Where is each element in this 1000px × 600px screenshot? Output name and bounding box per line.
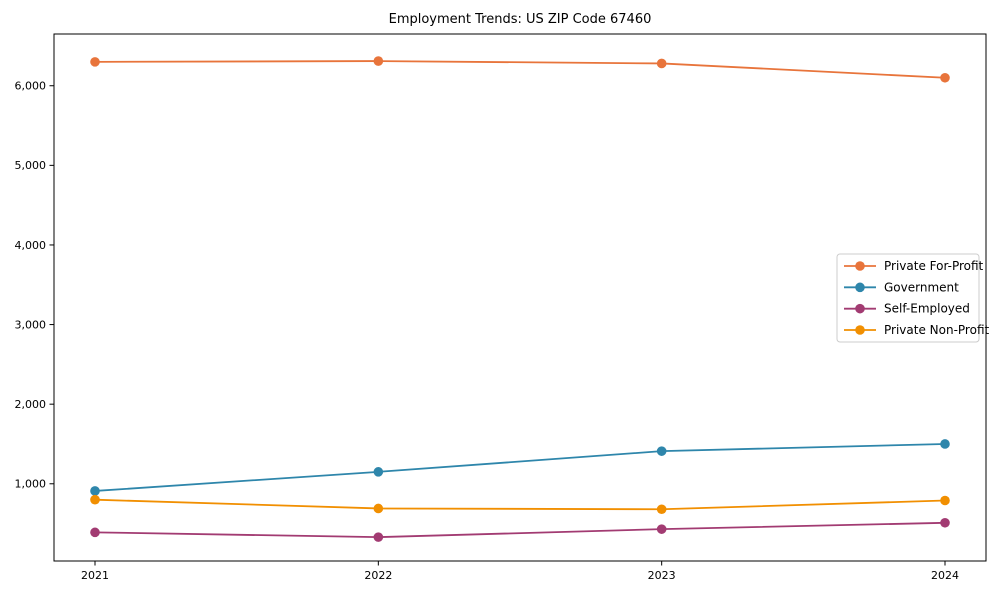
legend-item-private-for-profit: Private For-Profit — [844, 259, 984, 273]
series-marker-private-non-profit — [656, 504, 667, 515]
legend-item-private-non-profit: Private Non-Profit — [844, 323, 990, 337]
series-marker-self-employed — [90, 527, 100, 538]
series-marker-self-employed — [656, 524, 667, 534]
legend-item-government: Government — [844, 280, 959, 294]
series-private-non-profit — [90, 494, 950, 515]
legend-label-private-non-profit: Private Non-Profit — [884, 323, 990, 337]
chart-title: Employment Trends: US ZIP Code 67460 — [389, 12, 652, 27]
legend-marker-self-employed — [855, 303, 865, 314]
y-tick-label: 5,000 — [15, 159, 47, 172]
x-tick-label: 2022 — [364, 569, 392, 582]
series-line-government — [94, 443, 946, 492]
series-marker-private-for-profit — [90, 57, 100, 67]
series-marker-self-employed — [373, 532, 384, 542]
legend: Private For-Profit Government Self-Employe… — [836, 253, 990, 343]
y-axis: 1,000 2,000 3,000 4,000 5,000 6,000 — [15, 80, 54, 491]
y-tick-label: 1,000 — [15, 478, 47, 491]
series-marker-government — [373, 467, 384, 477]
series-marker-government — [656, 446, 667, 456]
x-tick-label: 2024 — [931, 569, 959, 582]
legend-frame — [836, 253, 980, 343]
series-marker-private-for-profit — [656, 58, 667, 69]
series-marker-private-for-profit — [373, 56, 384, 66]
legend-marker-private-for-profit — [855, 261, 865, 271]
y-tick-label: 3,000 — [15, 318, 47, 331]
y-tick-label: 4,000 — [15, 239, 47, 252]
series-marker-private-non-profit — [90, 494, 100, 505]
series-marker-private-non-profit — [373, 503, 384, 514]
legend-marker-government — [855, 282, 865, 293]
series-marker-government — [90, 486, 100, 496]
series-marker-self-employed — [940, 517, 950, 528]
series-marker-private-for-profit — [940, 72, 950, 83]
y-tick-label: 6,000 — [15, 80, 47, 93]
legend-label-self-employed: Self-Employed — [884, 302, 970, 316]
series-marker-private-non-profit — [940, 495, 950, 506]
x-axis: 2021 2022 2023 2024 — [81, 561, 959, 582]
plot-frame — [53, 33, 987, 562]
legend-label-private-for-profit: Private For-Profit — [884, 259, 984, 273]
x-tick-label: 2021 — [81, 569, 109, 582]
series-marker-government — [940, 439, 950, 449]
series-private-for-profit — [90, 56, 950, 83]
x-tick-label: 2023 — [648, 569, 676, 582]
series-line-private-non-profit — [94, 498, 946, 511]
legend-item-self-employed: Self-Employed — [844, 302, 970, 316]
series-line-self-employed — [94, 521, 946, 539]
legend-label-government: Government — [884, 280, 959, 294]
y-tick-label: 2,000 — [15, 398, 47, 411]
legend-marker-private-non-profit — [855, 325, 865, 335]
series-government — [90, 439, 950, 496]
series-self-employed — [90, 517, 950, 542]
series-line-private-for-profit — [94, 60, 946, 79]
